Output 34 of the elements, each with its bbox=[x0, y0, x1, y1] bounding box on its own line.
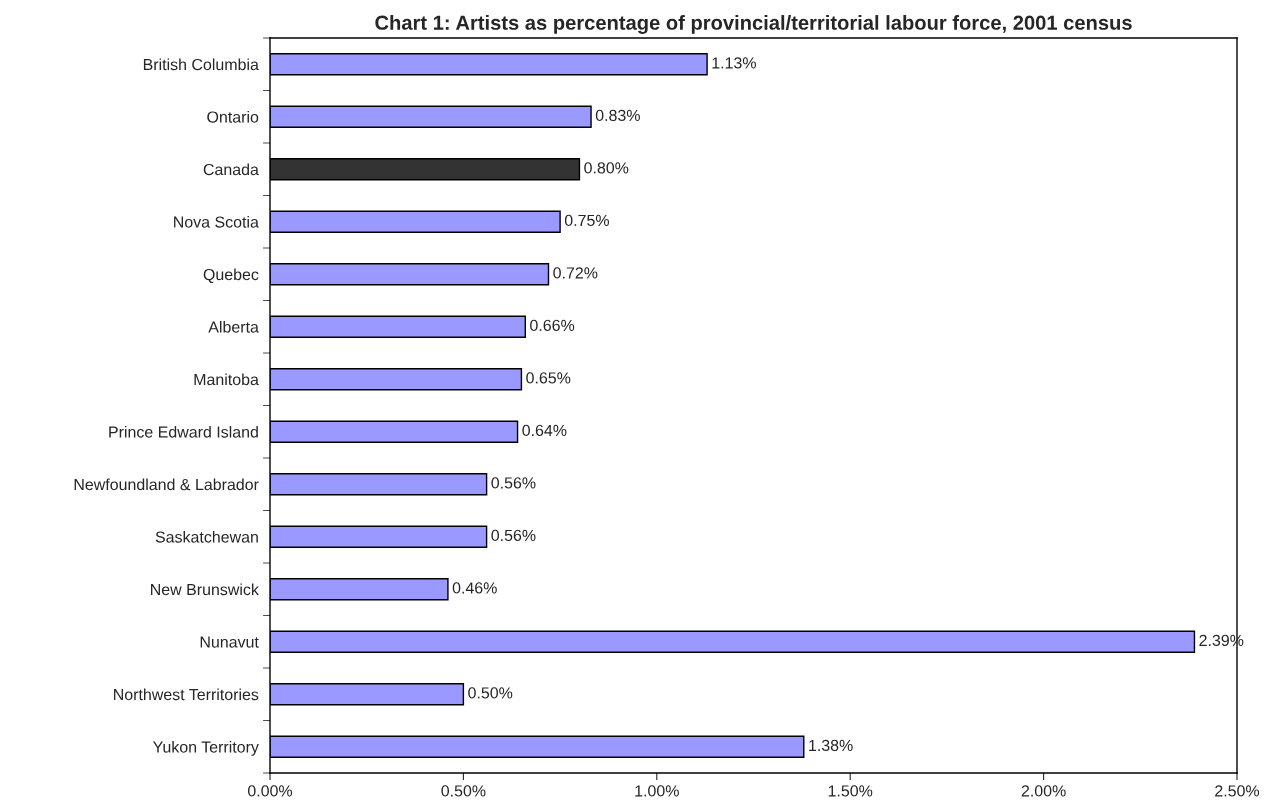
y-tick-label: Quebec bbox=[203, 268, 259, 284]
x-tick-label: 0.50% bbox=[441, 785, 486, 797]
y-tick-label: Prince Edward Island bbox=[109, 425, 258, 438]
y-tick-label: British Columbia bbox=[143, 58, 259, 71]
y-tick-label: Manitoba bbox=[194, 373, 259, 386]
y-tick-label: Canada bbox=[203, 163, 259, 176]
x-tick-label: 2.00% bbox=[1021, 785, 1066, 797]
y-tick-label: Nunavut bbox=[200, 636, 259, 648]
x-tick-label: 2.50% bbox=[1215, 785, 1260, 797]
data-label: 1.13% bbox=[712, 57, 756, 69]
y-tick-label: Yukon Territory bbox=[153, 740, 259, 756]
y-tick-label: Saskatchewan bbox=[155, 530, 258, 543]
y-tick-label: Nova Scotia bbox=[174, 215, 259, 228]
y-tick-label: Newfoundland & Labrador bbox=[74, 478, 259, 491]
y-tick-label: Ontario bbox=[207, 110, 259, 123]
data-label: 0.46% bbox=[452, 582, 497, 594]
data-label: 0.50% bbox=[468, 687, 513, 699]
data-label: 0.80% bbox=[584, 162, 629, 174]
data-label: 0.83% bbox=[595, 109, 640, 122]
data-label: 0.56% bbox=[491, 477, 536, 489]
data-label: 0.64% bbox=[522, 424, 567, 437]
y-tick-label: Northwest Territories bbox=[114, 688, 259, 701]
y-tick-label: New Brunswick bbox=[151, 583, 259, 596]
x-tick-label: 0.00% bbox=[247, 785, 293, 797]
data-label: 0.66% bbox=[530, 319, 575, 332]
data-label: 0.75% bbox=[564, 214, 609, 227]
x-tick-label: 1.50% bbox=[828, 785, 873, 797]
data-label: 1.38% bbox=[809, 739, 853, 752]
x-tick-label: 1.00% bbox=[635, 785, 679, 797]
data-label: 0.65% bbox=[526, 372, 571, 384]
data-label: 0.56% bbox=[491, 529, 536, 542]
data-label: 0.72% bbox=[553, 267, 598, 279]
y-tick-label: Alberta bbox=[208, 320, 259, 333]
chart-title: Chart 1: Artists as percentage of provincial/territorial labour force, 2001 census bbox=[375, 15, 1132, 34]
